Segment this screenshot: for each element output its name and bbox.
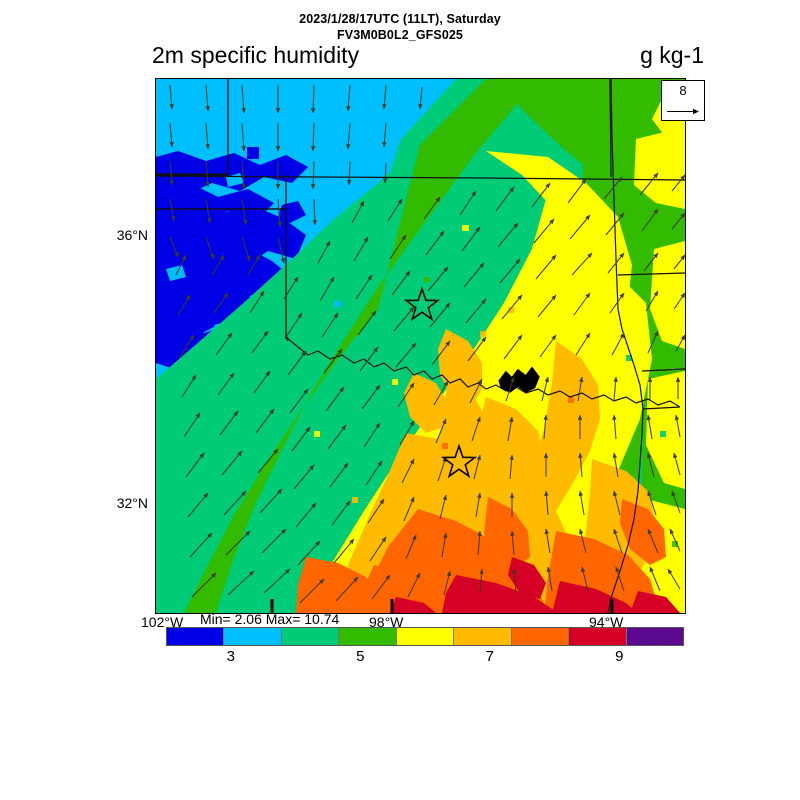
colorbar-swatch-5 — [454, 628, 512, 645]
datetime-title: 2023/1/28/17UTC (11LT), Saturday — [299, 12, 501, 26]
colorbar-swatch-1 — [224, 628, 282, 645]
star-marker — [403, 286, 441, 322]
reference-vector-key: 8 — [661, 80, 705, 121]
wind-vector-field — [169, 84, 685, 604]
state-boundaries — [156, 79, 685, 613]
colorbar-swatch-2 — [281, 628, 340, 645]
lat-label-32n: 32°N — [116, 495, 148, 511]
colorbar-swatch-0 — [167, 628, 225, 645]
page-title: 2m specific humidity — [152, 42, 360, 68]
colorbar-tick-7: 7 — [485, 648, 494, 665]
colorbar-swatch-6 — [511, 628, 570, 645]
map-plot-area — [155, 78, 686, 614]
colorbar-swatch-7 — [569, 628, 627, 645]
reference-vector-label: 8 — [679, 83, 687, 98]
wind-vector-arrow — [667, 108, 699, 115]
lat-label-36n: 36°N — [116, 227, 148, 243]
lon-label-102w: 102°W — [141, 614, 184, 630]
colorbar-swatch-4 — [396, 628, 455, 645]
lon-label-94w: 94°W — [589, 614, 624, 630]
model-title: FV3M0B0L2_GFS025 — [337, 28, 463, 42]
colorbar-tick-9: 9 — [615, 648, 624, 665]
colorbar-swatch-8 — [626, 628, 683, 645]
colorbar-tick-3: 3 — [226, 648, 235, 665]
colorbar — [166, 627, 684, 646]
colorbar-ticks: 3 5 7 9 — [166, 648, 684, 666]
star-marker — [440, 443, 478, 479]
colorbar-tick-5: 5 — [356, 648, 365, 665]
colorbar-swatch-3 — [339, 628, 397, 645]
map-field — [156, 79, 685, 613]
lon-label-98w: 98°W — [369, 614, 404, 630]
units-label: g kg-1 — [640, 42, 704, 68]
station-markers — [403, 286, 478, 479]
minmax-label: Min= 2.06 Max= 10.74 — [200, 611, 340, 627]
